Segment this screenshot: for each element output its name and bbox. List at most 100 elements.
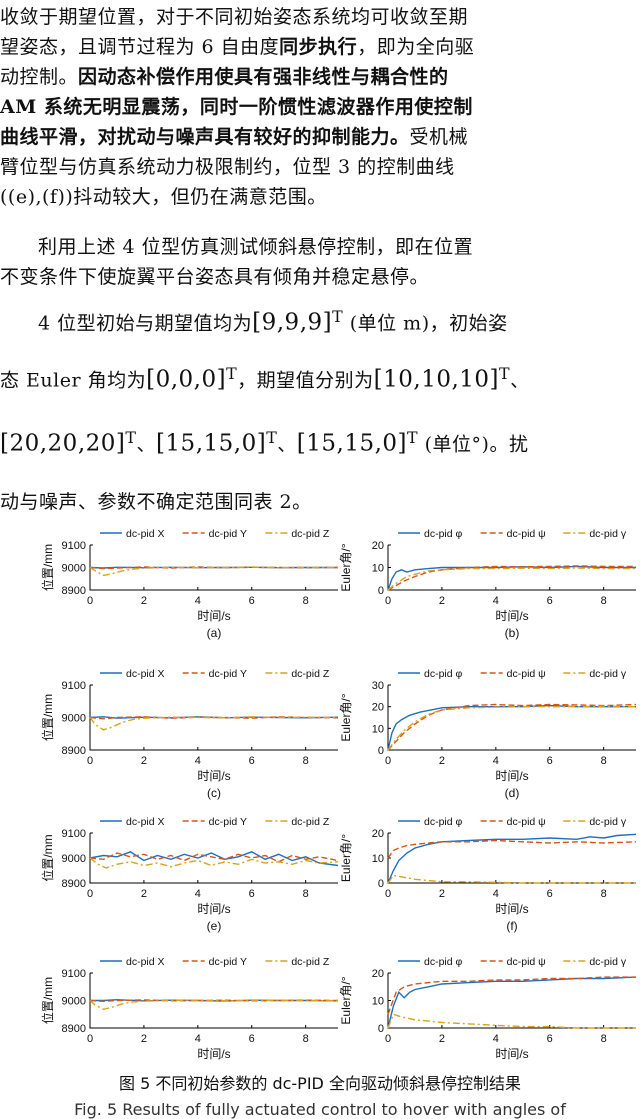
y-tick-label: 9100	[62, 828, 86, 840]
x-axis-label: 时间/s	[495, 609, 528, 623]
series-line-2	[89, 566, 339, 570]
x-tick-label: 0	[385, 595, 391, 607]
series-line-3	[387, 1013, 636, 1029]
legend-label: dc-pid X	[126, 816, 165, 828]
text-line: 态 Euler 角均为[0,0,0]T，期望值分别为[10,10,10]T、	[0, 364, 530, 393]
x-tick-label: 4	[195, 595, 201, 607]
series-line-2	[89, 999, 339, 1003]
text-line: 收敛于期望位置，对于不同初始姿态系统均可收敛至期	[0, 6, 469, 28]
axis-line	[387, 833, 636, 884]
panel-label: (b)	[505, 626, 520, 640]
figure-caption-cn: 图 5 不同初始参数的 dc-PID 全向驱动倾斜悬停控制结果	[119, 1074, 521, 1093]
x-tick-label: 6	[547, 888, 553, 900]
x-tick-label: 4	[195, 755, 201, 767]
chart-panel-c: 8900 9000 9100 0 2 4 6 8 位置/mm 时间/s (c) dc-pid X dc-…	[40, 668, 339, 800]
y-tick-label: 30	[372, 680, 384, 692]
y-tick-label: 9000	[62, 713, 86, 725]
series-line-3	[89, 566, 339, 577]
x-tick-label: 6	[249, 1033, 255, 1045]
panel-label: (d)	[505, 786, 520, 800]
x-axis-label: 时间/s	[197, 609, 230, 623]
figure-caption-en: Fig. 5 Results of fully actuated control…	[74, 1100, 566, 1119]
panel-label: (g)	[207, 1064, 222, 1065]
x-axis-label: 时间/s	[495, 769, 528, 783]
y-axis-label: 位置/mm	[40, 694, 55, 741]
chart-panel-e: 8900 9000 9100 0 2 4 6 8 位置/mm 时间/s (e) dc-pid X dc-…	[40, 816, 339, 933]
legend-label: dc-pid γ	[589, 528, 627, 540]
y-tick-label: 20	[372, 968, 384, 980]
y-tick-label: 10	[372, 996, 384, 1008]
x-tick-label: 8	[601, 888, 607, 900]
chart-panel-b: 0 10 20 0 2 4 6 8 Euler角/° 时间/s (b) dc-pid φ dc-pid …	[339, 528, 636, 640]
x-tick-label: 4	[493, 595, 499, 607]
x-tick-label: 2	[439, 595, 445, 607]
x-tick-label: 2	[439, 888, 445, 900]
x-tick-label: 2	[141, 595, 147, 607]
x-tick-label: 6	[547, 595, 553, 607]
chart-panel-f: 0 10 20 0 2 4 6 8 Euler角/° 时间/s (f) dc-pid φ dc-pid …	[339, 816, 637, 933]
y-axis-label: Euler角/°	[339, 834, 353, 882]
legend-label: dc-pid Y	[209, 956, 247, 968]
x-tick-label: 0	[385, 888, 391, 900]
x-tick-label: 0	[87, 1033, 93, 1045]
y-tick-label: 9000	[62, 996, 86, 1008]
text-line: AM 系统无明显震荡，同时一阶惯性滤波器作用使控制	[0, 96, 473, 118]
x-tick-label: 8	[303, 1033, 309, 1045]
x-tick-label: 6	[249, 595, 255, 607]
x-axis-label: 时间/s	[495, 1047, 528, 1061]
x-tick-label: 0	[385, 1033, 391, 1045]
panel-label: (e)	[207, 919, 222, 933]
y-tick-label: 10	[372, 723, 384, 735]
x-tick-label: 4	[195, 888, 201, 900]
legend-label: dc-pid Y	[209, 816, 247, 828]
text-line: 曲线平滑，对扰动与噪声具有较好的抑制能力。受机械	[0, 126, 469, 148]
y-axis-label: 位置/mm	[40, 977, 55, 1024]
paragraph-parameters-cont: 态 Euler 角均为[0,0,0]T，期望值分别为[10,10,10]T、 […	[0, 345, 640, 531]
y-axis-label: Euler角/°	[339, 693, 353, 741]
legend-label: dc-pid Z	[291, 668, 330, 680]
legend-label: dc-pid Z	[291, 956, 330, 968]
x-axis-label: 时间/s	[197, 1047, 230, 1061]
y-tick-label: 0	[378, 745, 384, 757]
figure-5: 8900 9000 9100 0 2 4 6 8 位置/mm 时间/s (a) dc-pid X dc-…	[40, 528, 637, 1065]
paragraph-results: 收敛于期望位置，对于不同初始姿态系统均可收敛至期 望姿态，且调节过程为 6 自由…	[0, 2, 640, 212]
series-line-1	[89, 851, 339, 867]
legend-label: dc-pid φ	[424, 816, 463, 828]
x-tick-label: 4	[493, 1033, 499, 1045]
legend-label: dc-pid ψ	[507, 956, 546, 968]
legend-label: dc-pid Z	[291, 816, 330, 828]
x-tick-label: 8	[303, 888, 309, 900]
legend-label: dc-pid ψ	[507, 816, 546, 828]
series-line-2	[387, 703, 637, 751]
legend-label: dc-pid γ	[589, 668, 627, 680]
chart-panel-d: 0 10 20 30 0 2 4 6 8 Euler角/° 时间/s (d) dc-pid φ dc-pi…	[339, 668, 637, 800]
text-line: 4 位型初始与期望值均为[9,9,9]T (单位 m)，初始姿	[38, 307, 508, 336]
legend-label: dc-pid ψ	[507, 528, 546, 540]
x-tick-label: 8	[601, 755, 607, 767]
legend-label: dc-pid φ	[424, 668, 463, 680]
series-line-3	[89, 857, 339, 869]
panel-label: (c)	[207, 786, 221, 800]
y-tick-label: 20	[372, 702, 384, 714]
legend-label: dc-pid φ	[424, 528, 463, 540]
x-tick-label: 0	[385, 755, 391, 767]
y-tick-label: 8900	[62, 878, 86, 890]
y-tick-label: 9100	[62, 680, 86, 692]
x-axis-label: 时间/s	[197, 769, 230, 783]
legend-label: dc-pid X	[126, 956, 165, 968]
text-line: 动与噪声、参数不确定范围同表 2。	[0, 490, 312, 513]
paragraph-parameters: 4 位型初始与期望值均为[9,9,9]T (单位 m)，初始姿	[0, 288, 640, 352]
series-line-2	[387, 839, 637, 859]
chart-panel-h: 0 10 20 0 2 4 6 8 Euler角/° 时间/s (h) dc-pid φ dc-pid …	[339, 956, 637, 1065]
series-line-1	[387, 704, 636, 751]
x-tick-label: 4	[195, 1033, 201, 1045]
x-tick-label: 2	[141, 755, 147, 767]
y-tick-label: 9000	[62, 563, 86, 575]
panel-label: (h)	[505, 1064, 520, 1065]
y-axis-label: 位置/mm	[40, 834, 55, 881]
x-tick-label: 0	[87, 755, 93, 767]
x-tick-label: 2	[141, 1033, 147, 1045]
y-tick-label: 9000	[62, 853, 86, 865]
y-tick-label: 9100	[62, 968, 86, 980]
y-tick-label: 10	[372, 853, 384, 865]
